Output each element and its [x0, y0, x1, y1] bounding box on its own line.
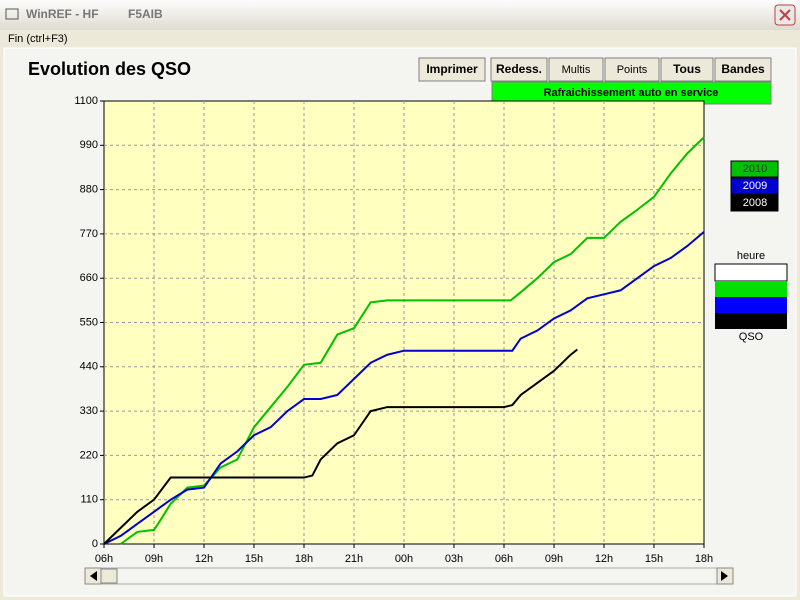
y-tick-label: 110: [80, 494, 98, 506]
y-tick-label: 440: [80, 361, 98, 373]
chart-title: Evolution des QSO: [28, 59, 191, 79]
button-label: Redess.: [496, 62, 542, 76]
x-tick-label: 15h: [645, 553, 663, 565]
status-text: Rafraichissement auto en service: [544, 87, 719, 99]
legend-label: 2010: [743, 163, 767, 175]
x-tick-label: 18h: [695, 553, 713, 565]
y-tick-label: 1100: [74, 95, 98, 107]
x-tick-label: 09h: [145, 553, 163, 565]
app-icon: [5, 8, 19, 20]
menu-item[interactable]: Fin (ctrl+F3): [8, 33, 68, 45]
series-line: [103, 231, 705, 545]
x-tick-label: 03h: [445, 553, 463, 565]
toolbar-button[interactable]: [714, 57, 772, 82]
legend-swatch: [730, 177, 779, 195]
title-bar: [0, 0, 800, 30]
x-tick-label: 21h: [345, 553, 363, 565]
y-tick-label: 770: [80, 228, 98, 240]
y-tick-label: 220: [80, 449, 98, 461]
legend-label: 2008: [743, 197, 767, 209]
button-label: Points: [617, 64, 648, 76]
toolbar-button[interactable]: [548, 57, 604, 82]
toolbar-button[interactable]: [604, 57, 660, 82]
y-tick-label: 0: [92, 538, 98, 550]
legend-swatch: [730, 194, 779, 212]
window-callsign: F5AIB: [128, 7, 163, 21]
button-label: Imprimer: [426, 62, 478, 76]
scrollbar[interactable]: [84, 567, 734, 585]
toolbar-button[interactable]: [660, 57, 714, 82]
scale-top-label: heure: [737, 250, 765, 262]
window-title: WinREF - HF: [26, 7, 99, 21]
x-tick-label: 12h: [195, 553, 213, 565]
y-tick-label: 330: [80, 405, 98, 417]
button-label: Multis: [562, 64, 591, 76]
button-label: Bandes: [721, 62, 765, 76]
legend-label: 2009: [743, 180, 767, 192]
close-button[interactable]: [774, 4, 796, 26]
scale-bottom-label: QSO: [739, 331, 764, 343]
color-scale: heure QSO: [714, 250, 788, 343]
legend-swatch: [730, 160, 779, 178]
x-tick-label: 00h: [395, 553, 413, 565]
y-tick-label: 990: [80, 139, 98, 151]
button-label: Tous: [673, 62, 701, 76]
toolbar-button[interactable]: [418, 57, 486, 82]
x-tick-label: 06h: [95, 553, 113, 565]
series-line: [103, 348, 578, 545]
y-tick-label: 550: [80, 316, 98, 328]
x-tick-label: 12h: [595, 553, 613, 565]
x-tick-label: 18h: [295, 553, 313, 565]
y-tick-label: 660: [80, 272, 98, 284]
x-tick-label: 15h: [245, 553, 263, 565]
toolbar-button[interactable]: [490, 57, 548, 82]
series-line: [120, 136, 705, 545]
y-tick-label: 880: [80, 184, 98, 196]
x-tick-label: 06h: [495, 553, 513, 565]
x-tick-label: 09h: [545, 553, 563, 565]
